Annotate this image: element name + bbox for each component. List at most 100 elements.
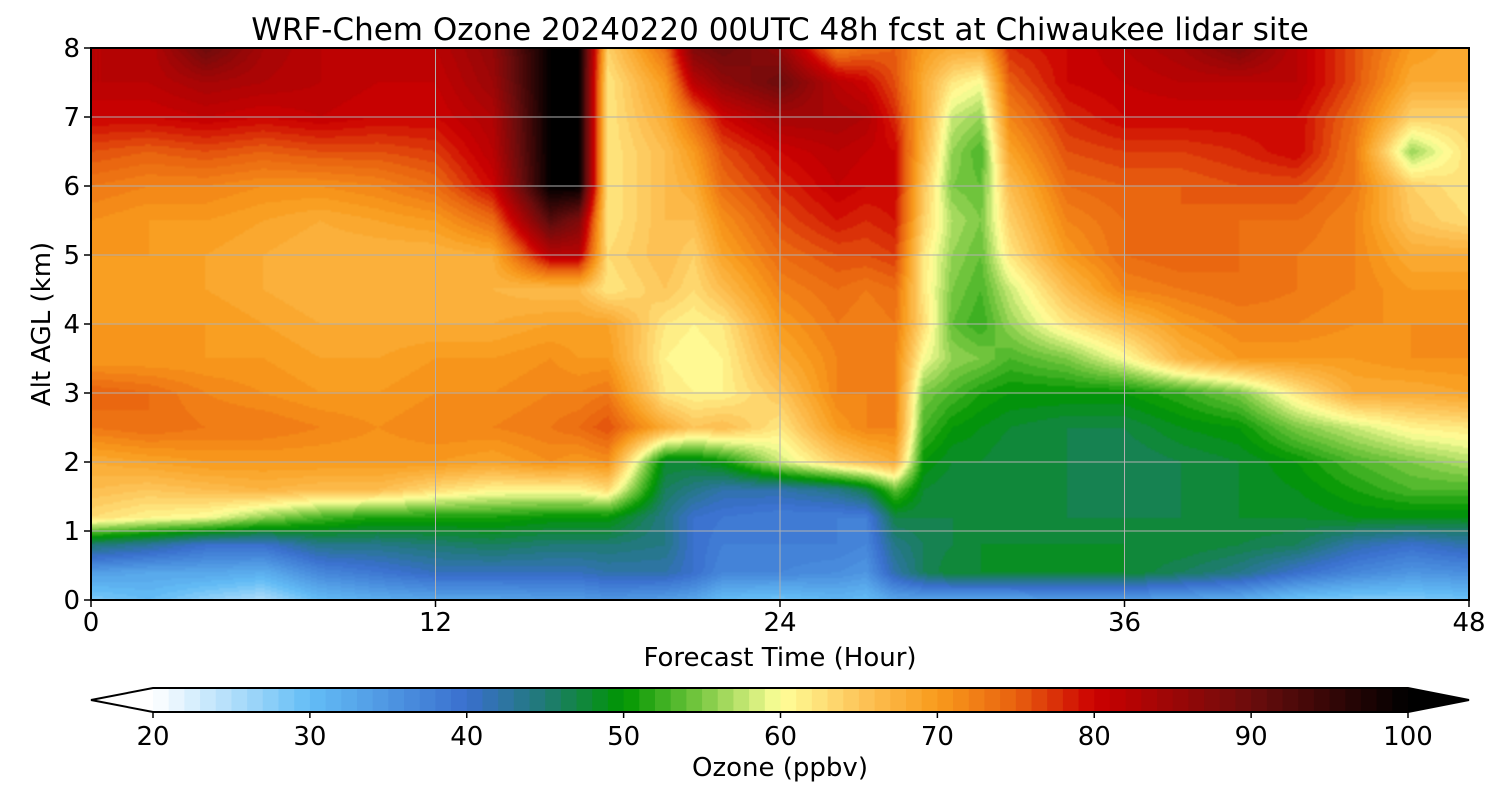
colorbar-segment (184, 688, 201, 712)
y-tick-label: 2 (63, 448, 80, 478)
colorbar-ticks: 20 30 40 50 60 70 80 90 100 (136, 712, 1433, 752)
colorbar-segment (1282, 688, 1299, 712)
colorbar-tick-label: 60 (764, 722, 797, 752)
colorbar-segment (1015, 688, 1033, 712)
colorbar-segment (607, 688, 625, 712)
colorbar-segment (215, 688, 233, 712)
colorbar-segment (1219, 688, 1237, 712)
colorbar-segment (1062, 688, 1080, 712)
plot-area (90, 47, 1470, 601)
colorbar-segment (576, 688, 593, 712)
colorbar-segment (639, 688, 656, 712)
colorbar-segment (749, 688, 766, 712)
colorbar-segment (592, 688, 609, 712)
colorbar-segment (1266, 688, 1284, 712)
colorbar-segment (419, 688, 436, 712)
colorbar-segment (247, 688, 264, 712)
colorbar-segment (858, 688, 876, 712)
x-tick-label: 24 (763, 608, 796, 638)
colorbar-segment (341, 688, 358, 712)
colorbar-segment (780, 688, 797, 712)
colorbar-segment (1360, 688, 1378, 712)
colorbar-segment (1298, 688, 1315, 712)
colorbar-segment (356, 688, 374, 712)
colorbar-segment (1078, 688, 1095, 712)
colorbar-segment (435, 688, 452, 712)
colorbar-segment (294, 688, 311, 712)
colorbar-segment (717, 688, 735, 712)
colorbar-segment (153, 688, 170, 712)
colorbar-segment (372, 688, 389, 712)
colorbar-segment (1313, 688, 1331, 712)
colorbar-segment (498, 688, 515, 712)
colorbar-tick-label: 90 (1235, 722, 1268, 752)
colorbar-segment (1329, 688, 1346, 712)
colorbar-segment (482, 688, 499, 712)
colorbar-tick-label: 20 (136, 722, 169, 752)
colorbar-segment (670, 688, 687, 712)
colorbar-segment (843, 688, 860, 712)
colorbar-segment (1094, 688, 1111, 712)
colorbar-segment (1157, 688, 1174, 712)
colorbar (90, 687, 1470, 713)
y-tick-label: 0 (63, 586, 80, 616)
colorbar-segment (796, 688, 813, 712)
colorbar-segment (874, 688, 891, 712)
colorbar-segment (466, 688, 484, 712)
x-axis-label: Forecast Time (Hour) (643, 643, 916, 673)
colorbar-segment (325, 688, 342, 712)
colorbar-tick-label: 100 (1383, 722, 1433, 752)
colorbar-segment (968, 688, 986, 712)
y-tick-label: 1 (63, 517, 80, 547)
colorbar-segment (560, 688, 578, 712)
colorbar-segment (1345, 688, 1362, 712)
x-axis: 0 12 24 36 48 (83, 600, 1486, 638)
colorbar-segment (545, 688, 562, 712)
x-tick-label: 0 (83, 608, 100, 638)
colorbar-segment (937, 688, 954, 712)
y-tick-label: 3 (63, 379, 80, 409)
colorbar-segment (655, 688, 672, 712)
colorbar-segment (906, 688, 923, 712)
colorbar-segment (733, 688, 750, 712)
colorbar-segment (686, 688, 703, 712)
y-tick-label: 4 (63, 310, 80, 340)
colorbar-segment (827, 688, 844, 712)
colorbar-segment (388, 688, 405, 712)
y-axis: 0 1 2 3 4 5 6 7 8 (63, 34, 91, 616)
colorbar-segment (1376, 688, 1393, 712)
y-tick-label: 6 (63, 172, 80, 202)
y-axis-label: Alt AGL (km) (27, 242, 57, 406)
colorbar-segment (1188, 688, 1205, 712)
colorbar-segment (1392, 688, 1409, 712)
colorbar-segment (1000, 688, 1017, 712)
colorbar-segment (1031, 688, 1048, 712)
colorbar-segment (168, 688, 185, 712)
colorbar-segment (890, 688, 907, 712)
colorbar-segment (1235, 688, 1252, 712)
colorbar-segment (764, 688, 782, 712)
colorbar-segment (984, 688, 1001, 712)
colorbar-segment (513, 688, 531, 712)
colorbar-segment (1141, 688, 1158, 712)
colorbar-segment (702, 688, 719, 712)
colorbar-segment (451, 688, 468, 712)
colorbar-segment (309, 688, 327, 712)
colorbar-segment (953, 688, 970, 712)
colorbar-segment (1109, 688, 1127, 712)
colorbar-max-extension (1408, 688, 1469, 712)
colorbar-tick-label: 50 (607, 722, 640, 752)
y-tick-label: 5 (63, 241, 80, 271)
chart-title: WRF-Chem Ozone 20240220 00UTC 48h fcst a… (251, 12, 1309, 48)
colorbar-label: Ozone (ppbv) (692, 753, 868, 783)
colorbar-tick-label: 70 (921, 722, 954, 752)
colorbar-segment (200, 688, 217, 712)
colorbar-min-extension (91, 688, 153, 712)
colorbar-segment (623, 688, 640, 712)
y-tick-label: 7 (63, 103, 80, 133)
colorbar-segment (1251, 688, 1268, 712)
x-tick-label: 48 (1452, 608, 1485, 638)
colorbar-segment (529, 688, 546, 712)
colorbar-segment (278, 688, 295, 712)
